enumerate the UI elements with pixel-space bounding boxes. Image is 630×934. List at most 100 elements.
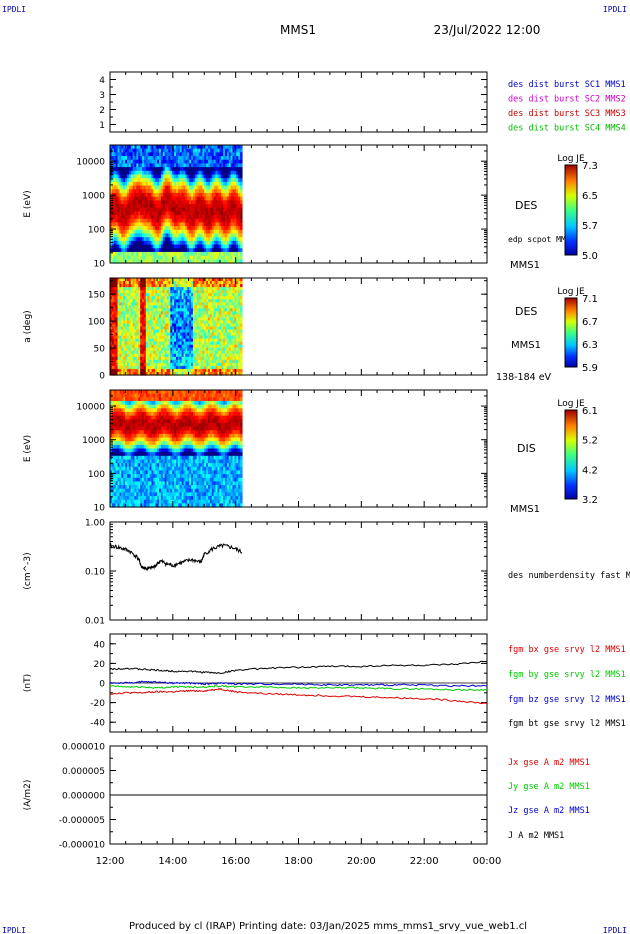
spectrogram-cell [209,296,213,300]
spectrogram-cell [159,156,162,161]
spectrogram-cell [208,178,211,183]
spectrogram-cell [226,293,230,297]
spectrogram-cell [196,229,200,235]
spectrogram-cell [191,347,194,352]
spectrogram-cell [166,200,170,205]
spectrogram-cell [175,156,179,161]
spectrogram-cell [183,244,186,249]
spectrogram-cell [121,159,124,165]
spectrogram-cell [166,371,170,376]
spectrogram-cell [181,233,185,238]
spectrogram-cell [119,287,122,291]
spectrogram-cell [217,320,220,325]
spectrogram-cell [130,296,134,300]
spectrogram-cell [125,163,128,168]
spectrogram-cell [174,226,177,231]
spectrogram-cell [206,218,209,224]
spectrogram-cell [113,314,117,319]
spectrogram-cell [198,215,202,220]
spectrogram-cell [145,145,149,150]
spectrogram-cell [123,287,126,291]
spectrogram-cell [121,167,124,172]
spectrogram-cell [209,353,213,358]
spectrogram-cell [185,371,188,376]
spectrogram-cell [223,290,226,294]
spectrogram-cell [142,189,145,194]
spectrogram-cell [143,148,147,153]
spectrogram-cell [145,338,149,343]
spectrogram-cell [232,178,236,183]
spectrogram-cell [155,152,158,157]
spectrogram-cell [172,204,175,209]
spectrogram-cell [128,371,132,376]
spectrogram-cell [111,338,115,343]
spectrogram-cell [206,145,209,150]
spectrogram-cell [121,240,124,246]
spectrogram-cell [226,347,230,352]
spectrogram-cell [221,359,224,364]
spectrogram-cell [174,196,177,201]
spectrogram-cell [147,347,151,352]
spectrogram-cell [126,341,130,346]
spectrogram-cell [206,311,209,315]
spectrogram-cell [217,226,220,231]
spectrogram-cell [213,347,217,352]
spectrogram-cell [179,226,183,231]
spectrogram-cell [145,329,149,334]
spectrogram-cell [234,350,237,355]
spectrogram-cell [157,207,160,212]
spectrogram-cell [117,393,121,398]
spectrogram-cell [119,393,122,398]
spectrogram-cell [194,299,198,303]
spectrogram-cell [143,356,147,361]
spectrogram-cell [113,305,117,309]
spectrogram-cell [170,341,173,346]
spectrogram-cell [177,226,181,231]
spectrogram-cell [113,393,117,398]
spectrogram-cell [236,311,239,315]
spectrogram-cell [206,284,209,288]
spectrogram-cell [189,305,192,309]
spectrogram-cell [206,308,209,312]
spectrogram-cell [153,362,156,367]
colorbar-tick-label-2: 6.3 [582,340,598,351]
spectrogram-cell [145,148,149,153]
spectrogram-cell [134,189,137,194]
spectrogram-cell [172,167,175,172]
spectrogram-cell [157,335,160,340]
spectrogram-cell [166,296,170,300]
spectrogram-cell [174,248,177,253]
spectrogram-cell [111,433,115,439]
spectrogram-cell [187,211,190,216]
spectrogram-cell [170,350,173,355]
spectrogram-cell [162,156,166,161]
spectrogram-cell [232,350,236,355]
spectrogram-cell [194,251,198,257]
spectrogram-cell [117,152,121,157]
spectrogram-cell [175,284,179,288]
spectrogram-cell [170,189,173,194]
spectrogram-cell [208,207,211,212]
spectrogram-cell [160,347,164,352]
spectrogram-cell [194,362,198,367]
spectrogram-cell [240,320,243,325]
spectrogram-cell [149,204,153,209]
spectrogram-cell [187,170,190,176]
spectrogram-cell [136,302,139,306]
spectrogram-cell [159,185,162,190]
spectrogram-cell [213,156,217,161]
spectrogram-cell [211,296,215,300]
spectrogram-cell [166,196,170,201]
spectrogram-cell [136,308,139,312]
spectrogram-cell [175,371,179,376]
spectrogram-cell [175,287,179,291]
spectrogram-cell [113,474,117,479]
spectrogram-cell [200,163,203,168]
spectrogram-cell [200,174,203,179]
spectrogram-cell [230,145,234,150]
spectrogram-cell [147,332,151,337]
spectrogram-cell [204,314,207,319]
spectrogram-cell [128,174,132,179]
spectrogram-cell [147,189,151,194]
spectrogram-cell [151,317,154,322]
